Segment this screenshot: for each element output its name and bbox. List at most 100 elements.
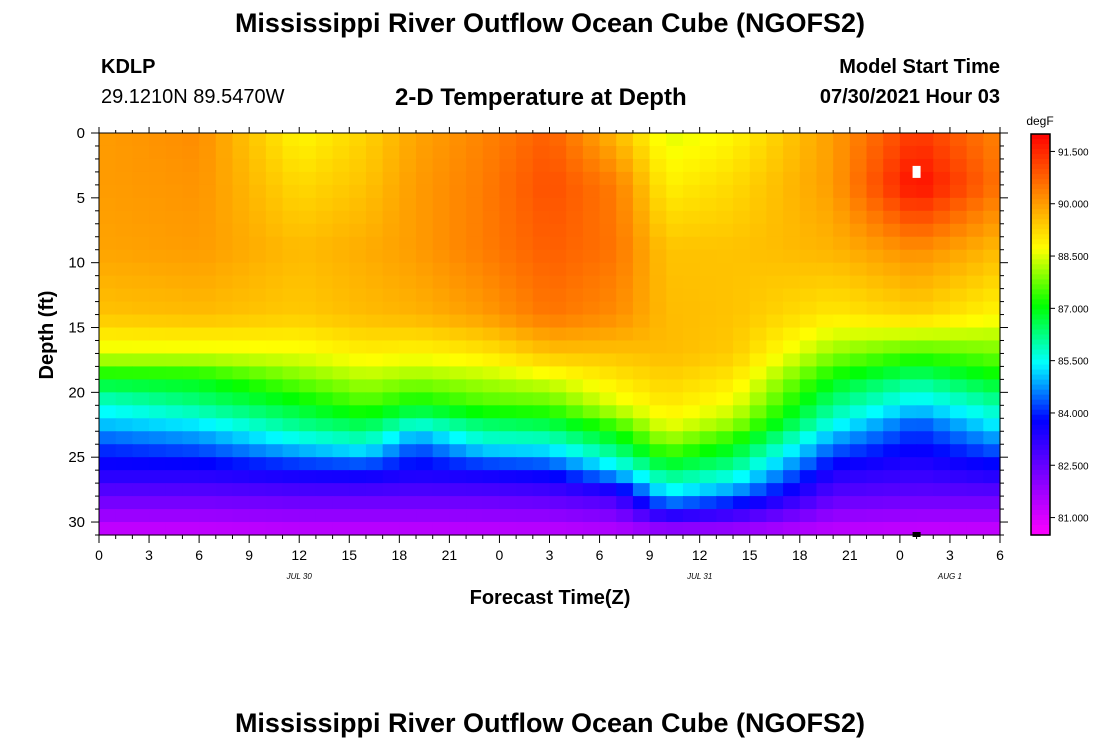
heatmap-cell	[799, 249, 818, 264]
heatmap-cell	[265, 314, 284, 329]
heatmap-cell	[549, 197, 567, 212]
x-date-label: JUL 30	[286, 572, 313, 581]
heatmap-cell	[866, 470, 884, 484]
heatmap-cell	[232, 392, 250, 406]
heatmap-cell	[199, 509, 217, 523]
heatmap-cell	[449, 288, 467, 303]
heatmap-cell	[899, 353, 918, 368]
heatmap-cell	[566, 431, 584, 445]
heatmap-cell	[799, 340, 818, 355]
heatmap-cell	[599, 171, 617, 186]
heatmap-cell	[666, 133, 684, 147]
heatmap-cell	[933, 340, 951, 355]
heatmap-cell	[232, 223, 250, 238]
heatmap-cell	[966, 288, 984, 303]
colorbar-segment	[1031, 279, 1050, 285]
x-tick-label: 12	[291, 547, 307, 563]
heatmap-cell	[382, 379, 400, 393]
heatmap-cell	[165, 223, 184, 238]
heatmap-cell	[983, 158, 1001, 173]
heatmap-cell	[399, 457, 417, 471]
heatmap-cell	[315, 301, 334, 316]
heatmap-cell	[933, 379, 951, 393]
heatmap-cell	[382, 223, 400, 238]
heatmap-cell	[799, 314, 818, 329]
heatmap-cell	[516, 327, 534, 342]
heatmap-cell	[716, 314, 734, 329]
heatmap-cell	[733, 392, 751, 406]
heatmap-cell	[315, 327, 334, 342]
heatmap-cell	[199, 405, 217, 419]
heatmap-cell	[499, 262, 517, 277]
heatmap-cell	[416, 483, 434, 497]
heatmap-cell	[666, 249, 684, 264]
heatmap-cell	[866, 327, 884, 342]
heatmap-cell	[199, 366, 217, 380]
heatmap-cell	[933, 457, 951, 471]
heatmap-cell	[282, 392, 300, 406]
heatmap-cell	[649, 340, 667, 355]
heatmap-cell	[115, 171, 133, 186]
heatmap-cell	[733, 509, 751, 523]
heatmap-cell	[199, 418, 217, 432]
heatmap-cell	[249, 509, 267, 523]
heatmap-cell	[883, 236, 901, 251]
heatmap-cell	[566, 223, 584, 238]
heatmap-cell	[716, 340, 734, 355]
heatmap-cell	[149, 262, 167, 277]
heatmap-cell	[432, 379, 450, 393]
heatmap-cell	[799, 145, 818, 160]
colorbar-segment	[1031, 144, 1050, 150]
heatmap-cell	[149, 288, 167, 303]
heatmap-cell	[966, 483, 984, 497]
heatmap-cell	[899, 483, 918, 497]
heatmap-cell	[315, 314, 334, 329]
heatmap-cell	[749, 262, 768, 277]
heatmap-cell	[215, 483, 234, 497]
heatmap-cell	[315, 431, 334, 445]
heatmap-cell	[132, 236, 150, 251]
heatmap-cell	[416, 171, 434, 186]
heatmap-cell	[749, 236, 768, 251]
heatmap-cell	[265, 483, 284, 497]
heatmap-cell	[666, 496, 684, 510]
heatmap-cell	[666, 366, 684, 380]
heatmap-cell	[783, 301, 801, 316]
heatmap-cell	[449, 197, 467, 212]
heatmap-cell	[332, 431, 350, 445]
heatmap-cell	[466, 210, 484, 225]
heatmap-cell	[349, 210, 367, 225]
heatmap-cell	[432, 210, 450, 225]
heatmap-cell	[115, 249, 133, 264]
heatmap-cell	[232, 158, 250, 173]
heatmap-cell	[649, 379, 667, 393]
heatmap-cell	[883, 262, 901, 277]
heatmap-cell	[532, 353, 551, 368]
heatmap-cell	[783, 522, 801, 536]
heatmap-cell	[466, 379, 484, 393]
heatmap-cell	[649, 197, 667, 212]
colorbar-segment	[1031, 489, 1050, 496]
heatmap-cell	[632, 366, 651, 380]
heatmap-cell	[99, 327, 117, 342]
heatmap-cell	[532, 249, 551, 264]
heatmap-cell	[949, 301, 968, 316]
heatmap-cell	[482, 379, 501, 393]
heatmap-cell	[966, 197, 984, 212]
heatmap-cell	[983, 236, 1001, 251]
heatmap-cell	[949, 249, 968, 264]
heatmap-cell	[649, 470, 667, 484]
heatmap-cell	[616, 392, 634, 406]
heatmap-cell	[766, 223, 784, 238]
heatmap-cell	[499, 275, 517, 290]
heatmap-cell	[582, 275, 601, 290]
colorbar-segment	[1031, 444, 1050, 451]
heatmap-cell	[315, 288, 334, 303]
heatmap-cell	[432, 457, 450, 471]
heatmap-cell	[599, 197, 617, 212]
heatmap-cell	[866, 379, 884, 393]
heatmap-cell	[365, 522, 384, 536]
heatmap-cell	[149, 457, 167, 471]
heatmap-cell	[649, 236, 667, 251]
heatmap-cell	[632, 275, 651, 290]
